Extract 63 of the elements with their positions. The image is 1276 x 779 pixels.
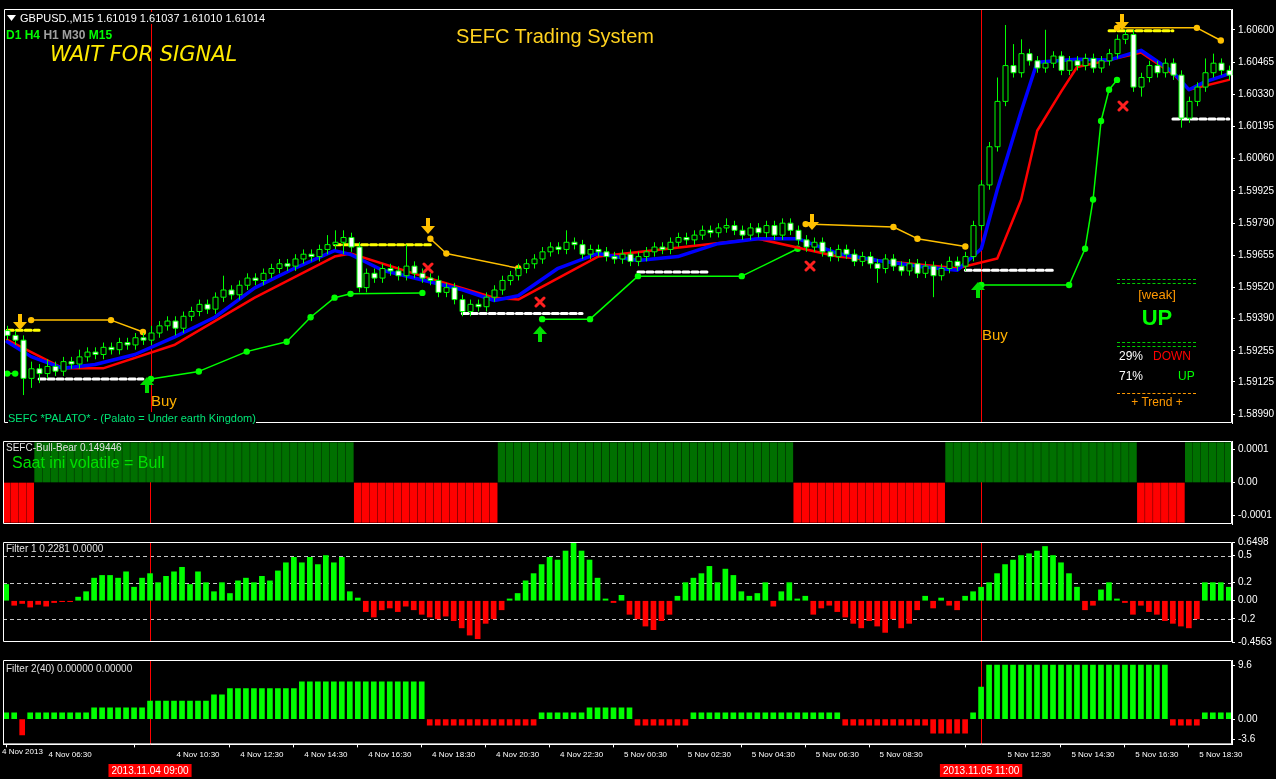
y-tick-label: 1.59790 xyxy=(1238,216,1275,228)
y-tick-label: 0.00 xyxy=(1238,712,1258,724)
y-tick-label: -0.0001 xyxy=(1238,509,1273,521)
x-tick-label: 4 Nov 22:30 xyxy=(559,750,604,760)
x-tick-label: 5 Nov 08:30 xyxy=(879,750,924,760)
y-tick-label: 0.0001 xyxy=(1238,443,1270,455)
y-tick-label: 1.60060 xyxy=(1238,152,1275,164)
y-tick-label: 1.59255 xyxy=(1238,344,1275,356)
y-tick-label: 0.5 xyxy=(1238,549,1253,561)
x-tick-label: 4 Nov 12:30 xyxy=(240,750,285,760)
annotation: 71% xyxy=(1119,369,1144,384)
y-tick-label: 1.59655 xyxy=(1238,249,1275,261)
annotation: D1 H4 H1 M30 M15 xyxy=(6,28,113,42)
y-tick-label: 1.60465 xyxy=(1238,55,1275,67)
chart-title: SEFC-Bull-Bear 0.149446 xyxy=(6,442,122,453)
y-tick-label: 1.59925 xyxy=(1238,184,1275,196)
annotation: + Trend + xyxy=(1131,395,1183,410)
x-tick-label: 5 Nov 00:30 xyxy=(623,750,668,760)
x-tick-label: 4 Nov 06:30 xyxy=(48,750,93,760)
annotation: Buy xyxy=(151,392,177,410)
annotation: DOWN xyxy=(1153,349,1191,364)
x-tick-label: 5 Nov 02:30 xyxy=(687,750,732,760)
x-tick-label: 4 Nov 16:30 xyxy=(368,750,412,760)
annotation: SEFC *PALATO* - (Palato = Under earth Kingdom) xyxy=(8,412,256,425)
y-tick-label: 0.00 xyxy=(1238,594,1258,606)
x-tick-label: 5 Nov 04:30 xyxy=(751,750,796,760)
chart-title: Filter 1 0.2281 0.0000 xyxy=(6,543,104,554)
y-tick-label: 0.00 xyxy=(1238,476,1258,488)
x-tick-label: 5 Nov 06:30 xyxy=(815,750,860,760)
y-tick-label: -0.2 xyxy=(1238,612,1256,624)
y-tick-label: -3.6 xyxy=(1238,733,1256,745)
y-tick-label: 1.60195 xyxy=(1238,120,1275,132)
x-tick-label: 4 Nov 20:30 xyxy=(496,750,540,760)
annotation: [weak] xyxy=(1138,287,1176,303)
annotation: Saat ini volatile = Bull xyxy=(12,454,165,472)
chart-title: Filter 2(40) 0.00000 0.00000 xyxy=(6,663,133,674)
annotation: 29% xyxy=(1119,349,1144,364)
x-tick-label: 4 Nov 10:30 xyxy=(176,750,221,760)
x-tick-label: 5 Nov 16:30 xyxy=(1135,750,1180,760)
x-tick-label: 5 Nov 12:30 xyxy=(1007,750,1052,760)
x-tick-label: 5 Nov 18:30 xyxy=(1199,750,1243,760)
y-tick-label: 1.60600 xyxy=(1238,23,1275,35)
y-tick-label: 1.60330 xyxy=(1238,87,1275,99)
y-tick-label: 0.2 xyxy=(1238,576,1253,588)
ref-line-label: 2013.11.05 11:00 xyxy=(942,764,1020,776)
x-tick-label: 4 Nov 18:30 xyxy=(432,750,476,760)
text: 4 Nov 2013 xyxy=(2,747,43,758)
annotation: GBPUSD.,M15 1.61019 1.61037 1.61010 1.61014 xyxy=(20,12,266,25)
y-tick-label: 1.59520 xyxy=(1238,281,1275,293)
y-tick-label: -0.4563 xyxy=(1238,635,1273,647)
annotation: WAIT FOR SIGNAL xyxy=(50,42,238,67)
ref-line-label: 2013.11.04 09:00 xyxy=(111,764,190,776)
y-tick-label: 0.6498 xyxy=(1238,535,1270,547)
y-tick-label: 9.6 xyxy=(1238,658,1253,670)
x-tick-label: 5 Nov 14:30 xyxy=(1071,750,1116,760)
y-tick-label: 1.59125 xyxy=(1238,375,1275,387)
annotation: Buy xyxy=(982,326,1008,344)
text: SEFC Trading System xyxy=(456,25,654,47)
y-tick-label: 1.58990 xyxy=(1238,407,1275,419)
annotation: UP xyxy=(1141,305,1173,331)
y-tick-label: 1.59390 xyxy=(1238,312,1275,324)
x-tick-label: 4 Nov 14:30 xyxy=(304,750,348,760)
annotation: UP xyxy=(1178,369,1195,384)
